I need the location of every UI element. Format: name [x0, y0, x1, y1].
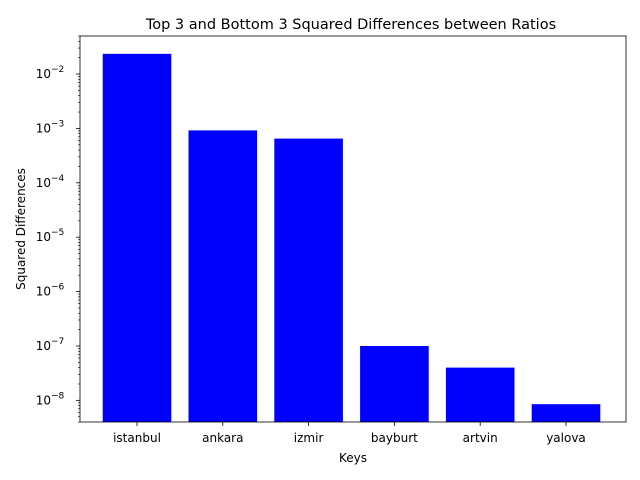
y-tick-exponent: −3: [51, 119, 64, 129]
x-axis-ticks: istanbul ankara izmir bayburt artvin yalova: [113, 422, 586, 445]
x-axis-label: Keys: [339, 451, 367, 465]
y-axis-label: Squared Differences: [14, 168, 28, 290]
y-tick-label: 10−2: [36, 65, 65, 81]
bar-izmir: [274, 138, 343, 422]
y-tick-exponent: −4: [51, 174, 65, 184]
y-tick-exponent: −2: [51, 65, 64, 75]
y-tick-label: 10−6: [36, 283, 65, 299]
x-tick-label-artvin: artvin: [463, 431, 498, 445]
x-tick-label-istanbul: istanbul: [113, 431, 161, 445]
bar-artvin: [445, 367, 515, 422]
x-tick-label-bayburt: bayburt: [371, 431, 418, 445]
y-tick-exponent: −7: [51, 337, 64, 347]
chart-title: Top 3 and Bottom 3 Squared Differences b…: [145, 17, 556, 33]
y-tick-exponent: −6: [51, 283, 65, 293]
y-tick-exponent: −5: [51, 228, 64, 238]
x-tick-label-yalova: yalova: [546, 431, 586, 445]
y-tick-label: 10−4: [36, 174, 65, 190]
y-tick-label: 10−5: [36, 228, 65, 244]
x-tick-label-izmir: izmir: [294, 431, 324, 445]
bars-group: [102, 53, 601, 422]
bar-istanbul: [102, 53, 172, 422]
y-axis-ticks: 10−8 10−7 10−6 10−5 10−4 10−3 10−2: [36, 35, 80, 423]
x-tick-label-ankara: ankara: [202, 431, 243, 445]
bar-yalova: [531, 404, 601, 422]
bar-ankara: [188, 130, 258, 422]
y-tick-exponent: −8: [51, 391, 65, 401]
plot-frame: [79, 35, 627, 423]
y-tick-label: 10−8: [36, 391, 65, 407]
y-tick-label: 10−7: [36, 337, 65, 353]
bar-bayburt: [360, 345, 429, 422]
y-tick-label: 10−3: [36, 119, 65, 135]
